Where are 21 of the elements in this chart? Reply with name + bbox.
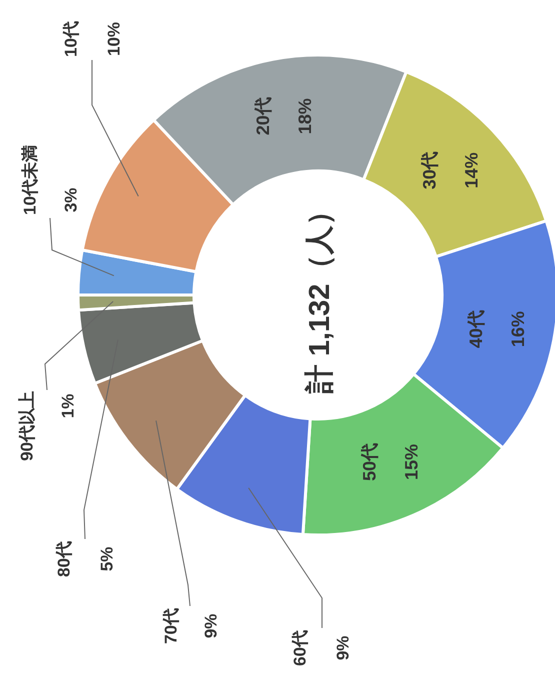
category-label: 10代	[62, 21, 80, 57]
value-label: 14%	[462, 152, 482, 188]
value-label: 3%	[62, 188, 80, 212]
category-label: 50代	[359, 443, 380, 482]
value-label: 5%	[98, 546, 116, 572]
value-label: 9%	[202, 614, 220, 638]
value-label: 16%	[508, 311, 528, 348]
category-label: 70代	[162, 608, 180, 644]
value-label: 9%	[334, 636, 352, 660]
category-label: 20代	[252, 97, 273, 136]
category-label: 30代	[420, 151, 440, 190]
category-label: 10代未満	[20, 145, 40, 215]
value-label: 18%	[294, 98, 315, 134]
value-label: 15%	[401, 444, 422, 480]
category-label: 80代	[54, 541, 74, 577]
category-label: 90代以上	[18, 391, 36, 461]
category-label: 40代	[466, 310, 486, 348]
title: 計 1,132（人）	[304, 196, 336, 394]
value-label: 1%	[58, 394, 78, 418]
value-label: 10%	[104, 22, 124, 56]
category-label: 60代	[290, 630, 310, 666]
